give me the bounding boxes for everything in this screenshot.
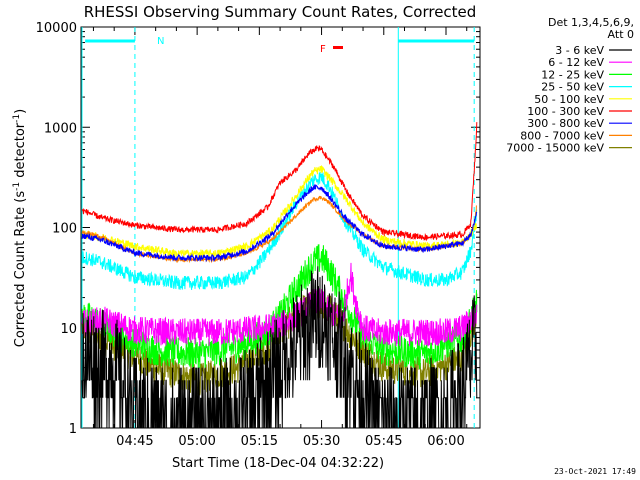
series-line-5 — [81, 165, 478, 260]
flare-bar — [333, 46, 343, 49]
y-tick-label: 1 — [69, 422, 77, 437]
legend-label-2: 6 - 12 keV — [548, 56, 604, 69]
series-line-1 — [81, 266, 478, 429]
series-line-2 — [81, 262, 478, 347]
y-tick-label: 1000 — [44, 121, 77, 136]
y-tick-label: 100 — [52, 222, 77, 237]
y-tick-label: 10000 — [36, 21, 77, 36]
series-line-4 — [81, 172, 478, 290]
legend-title-2: Att 0 — [608, 28, 634, 41]
axis-ticks: 04:45 05:00 05:15 05:30 05:45 06:00 1 10 100 1000… — [36, 21, 480, 449]
x-tick-label: 05:45 — [365, 434, 402, 449]
night-label: N — [157, 36, 164, 47]
x-tick-label: 06:00 — [427, 434, 464, 449]
x-tick-label: 05:30 — [303, 434, 340, 449]
legend-label-7: 300 - 800 keV — [527, 117, 604, 130]
legend-title-1: Det 1,3,4,5,6,9, — [548, 16, 634, 29]
legend-label-4: 25 - 50 keV — [541, 81, 604, 94]
x-tick-label: 05:00 — [178, 434, 215, 449]
flare-label: F — [320, 44, 326, 55]
series-line-6 — [81, 122, 478, 242]
chart-title: RHESSI Observing Summary Count Rates, Co… — [84, 3, 477, 21]
legend-label-1: 3 - 6 keV — [555, 44, 604, 57]
y-axis-label: Corrected Count Rate (s-1 detector-1) — [12, 109, 28, 347]
x-axis-label: Start Time (18-Dec-04 04:32:22) — [172, 456, 384, 471]
legend-label-3: 12 - 25 keV — [541, 68, 604, 81]
timestamp: 23-Oct-2021 17:49 — [554, 467, 636, 476]
series-line-7 — [81, 184, 478, 263]
x-tick-label: 05:15 — [241, 434, 278, 449]
x-tick-label: 04:45 — [116, 434, 153, 449]
legend-label-8: 800 - 7000 keV — [520, 129, 604, 142]
series-lines — [81, 122, 478, 429]
legend-label-5: 50 - 100 keV — [534, 93, 604, 106]
y-tick-label: 10 — [60, 322, 77, 337]
legend-label-9: 7000 - 15000 keV — [506, 142, 604, 155]
legend-label-6: 100 - 300 keV — [527, 105, 604, 118]
